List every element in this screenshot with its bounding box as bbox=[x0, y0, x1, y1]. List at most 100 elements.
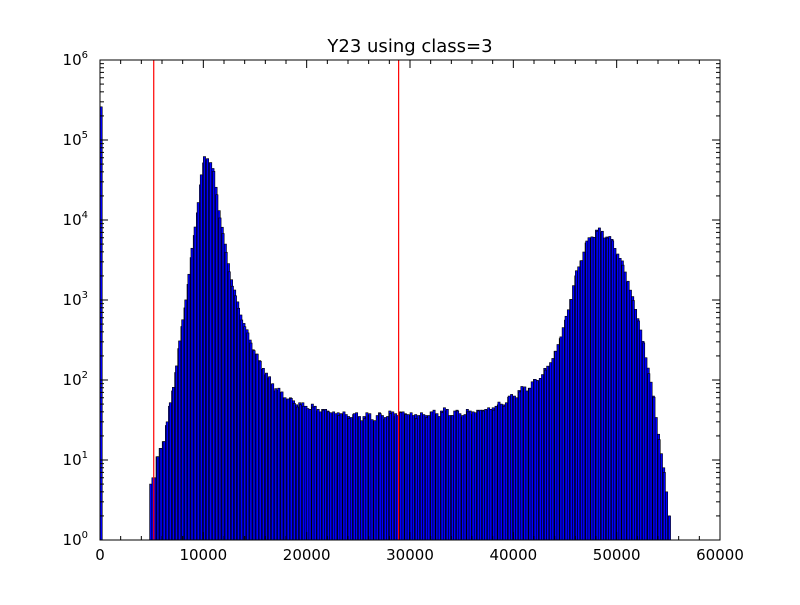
histogram-bar bbox=[600, 230, 604, 541]
histogram-bar bbox=[566, 309, 570, 541]
histogram-bar bbox=[587, 237, 591, 541]
histogram-bar bbox=[409, 412, 413, 541]
y-tick-label: 102 bbox=[63, 370, 88, 389]
x-tick-label: 0 bbox=[95, 546, 105, 564]
histogram-bar bbox=[590, 236, 594, 541]
histogram-bar bbox=[215, 194, 219, 541]
histogram-bar bbox=[391, 411, 395, 541]
histogram-bar bbox=[394, 413, 398, 541]
histogram-bar bbox=[561, 327, 565, 541]
histogram-bar bbox=[623, 271, 627, 541]
histogram-bar bbox=[306, 408, 310, 541]
histogram-bar bbox=[411, 415, 415, 541]
histogram-bar bbox=[246, 332, 250, 541]
histogram-bar bbox=[541, 374, 545, 541]
histogram-bar bbox=[277, 387, 281, 541]
histogram-bar bbox=[417, 415, 421, 541]
histogram-bar bbox=[592, 236, 596, 541]
histogram-bar bbox=[218, 217, 222, 541]
histogram-bar bbox=[665, 491, 669, 541]
histogram-bar bbox=[292, 403, 296, 541]
histogram-bar bbox=[206, 158, 209, 541]
histogram-bar bbox=[626, 280, 630, 541]
histogram-bar bbox=[502, 405, 506, 541]
histogram-bar bbox=[659, 453, 663, 541]
histogram-bar bbox=[497, 401, 501, 541]
histogram-bar bbox=[420, 412, 423, 541]
histogram-bar bbox=[190, 247, 194, 541]
histogram-bar bbox=[523, 386, 527, 541]
histogram-bar bbox=[445, 409, 449, 541]
histogram-bar bbox=[618, 258, 622, 541]
histogram-bar bbox=[360, 420, 364, 541]
histogram-bar bbox=[370, 419, 374, 541]
histogram-bar bbox=[380, 415, 384, 541]
histogram-bar bbox=[313, 405, 317, 541]
histogram-bar bbox=[492, 409, 496, 541]
histogram-bar bbox=[546, 365, 550, 541]
histogram-bar bbox=[227, 271, 231, 541]
histogram-bar bbox=[425, 417, 429, 541]
histogram-bar bbox=[224, 251, 228, 541]
histogram-bar bbox=[373, 420, 377, 541]
histogram-bar bbox=[237, 307, 240, 541]
histogram-bar bbox=[533, 379, 537, 541]
x-tick-label: 50000 bbox=[593, 546, 641, 564]
histogram-bar bbox=[149, 483, 153, 541]
histogram-bar bbox=[383, 417, 387, 541]
histogram-bar bbox=[318, 411, 322, 541]
histogram-bar bbox=[649, 381, 653, 541]
histogram-bar bbox=[456, 410, 460, 541]
histogram-bar bbox=[482, 410, 485, 541]
histogram-bar bbox=[299, 404, 302, 541]
axes-layer: 0 10000 20000 30000 40000 50000 60000 100 101 102… bbox=[63, 50, 744, 564]
histogram-bar bbox=[647, 373, 651, 541]
histogram-bar bbox=[339, 413, 343, 541]
histogram-bar bbox=[324, 409, 328, 541]
x-tick-label: 40000 bbox=[489, 546, 537, 564]
histogram-bar bbox=[572, 285, 576, 541]
histogram-bar bbox=[559, 336, 563, 541]
histogram-bar bbox=[556, 344, 560, 541]
histogram-bar bbox=[652, 396, 656, 541]
histogram-bar bbox=[628, 289, 632, 541]
histogram-bar bbox=[422, 414, 426, 541]
y-tick-label: 106 bbox=[63, 50, 88, 69]
histogram-bar bbox=[386, 416, 390, 541]
histogram-bar bbox=[451, 415, 454, 541]
histogram-bar bbox=[321, 409, 325, 541]
histogram-bar bbox=[504, 402, 508, 541]
histogram-bar bbox=[564, 315, 568, 541]
histogram-bar bbox=[668, 515, 671, 541]
histogram-bar bbox=[458, 413, 462, 541]
histogram-bar bbox=[159, 448, 163, 541]
histogram-bar bbox=[406, 414, 410, 541]
histogram-bar bbox=[580, 260, 584, 541]
histogram-bar bbox=[544, 369, 547, 541]
histogram-bar bbox=[156, 456, 160, 541]
y-tick-label: 103 bbox=[63, 290, 88, 309]
histogram-bar bbox=[165, 421, 169, 541]
histogram-bar bbox=[613, 248, 617, 541]
histogram-bar bbox=[484, 409, 488, 541]
reference-lines-layer bbox=[153, 60, 400, 540]
histogram-bar bbox=[280, 391, 284, 541]
histogram-bar bbox=[461, 415, 465, 541]
histogram-bar bbox=[274, 388, 278, 541]
histogram-bar bbox=[175, 365, 178, 541]
histogram-bar bbox=[585, 240, 589, 541]
histogram-bar bbox=[196, 202, 200, 541]
y-tick-label: 100 bbox=[63, 530, 88, 549]
histogram-bar bbox=[240, 319, 244, 541]
histogram-bar bbox=[453, 410, 457, 541]
histogram-bar bbox=[172, 387, 175, 541]
histogram-bar bbox=[230, 285, 234, 541]
histogram-bar bbox=[349, 417, 353, 541]
histogram-bar bbox=[203, 156, 206, 541]
histogram-bar bbox=[178, 340, 182, 541]
histogram-bar bbox=[352, 413, 356, 541]
histogram-bar bbox=[603, 237, 607, 541]
histogram-bar bbox=[507, 395, 511, 541]
histogram-bar bbox=[535, 380, 539, 541]
